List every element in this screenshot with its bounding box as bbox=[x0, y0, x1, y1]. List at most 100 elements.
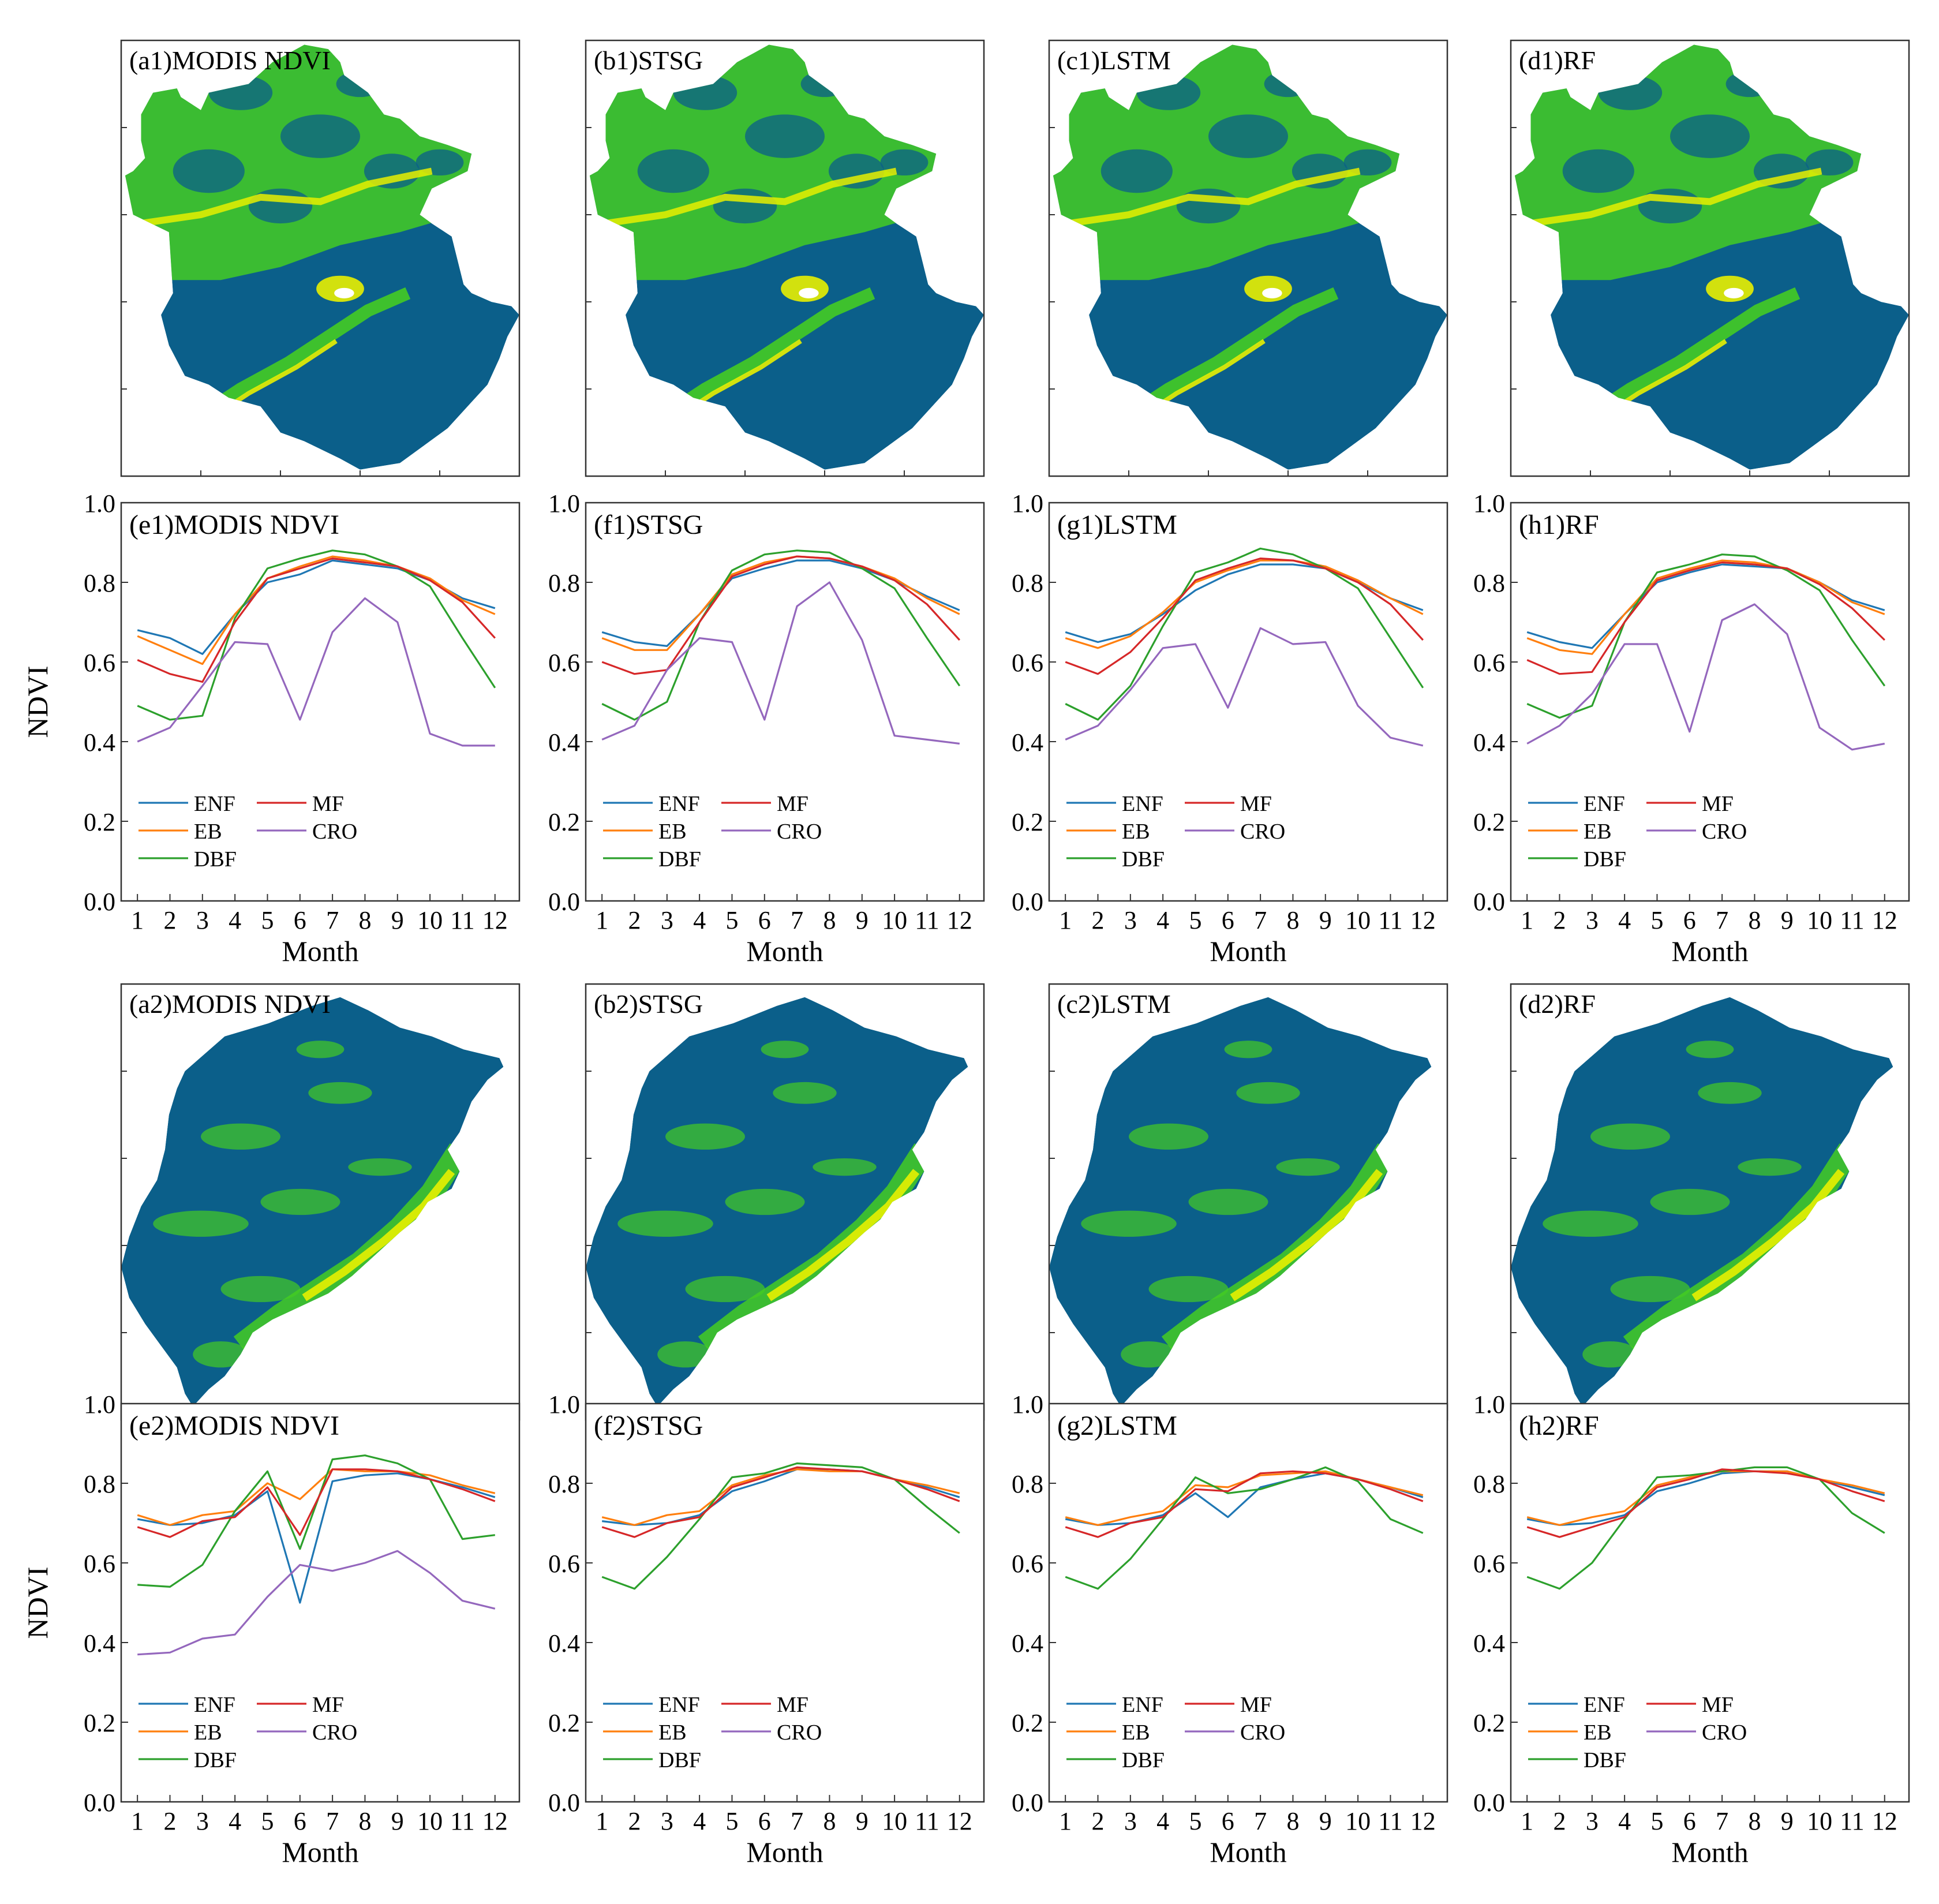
series-line-mf bbox=[1065, 557, 1424, 675]
legend-label: ENF bbox=[658, 1693, 700, 1717]
x-tick-label: 3 bbox=[661, 1807, 673, 1835]
plot-frame bbox=[120, 1402, 521, 1803]
x-tick-label: 1 bbox=[131, 906, 144, 934]
plot-frame bbox=[120, 502, 521, 902]
forest-patch bbox=[1562, 149, 1634, 193]
vegetation-patch bbox=[665, 1123, 745, 1150]
map-region bbox=[1049, 997, 1432, 1407]
y-tick-label: 0.8 bbox=[84, 1470, 115, 1498]
legend-label: ENF bbox=[1122, 792, 1163, 816]
x-tick-label: 10 bbox=[1807, 906, 1832, 934]
x-tick-label: 1 bbox=[1059, 1807, 1072, 1835]
x-tick-label: 9 bbox=[1781, 1807, 1794, 1835]
map-title: (a1)MODIS NDVI bbox=[129, 46, 331, 75]
vegetation-patch bbox=[1224, 1041, 1272, 1058]
vegetation-patch bbox=[1543, 1210, 1638, 1237]
y-tick-label: 0.6 bbox=[1473, 1550, 1505, 1578]
y-tick-label: 1.0 bbox=[548, 1390, 580, 1419]
x-tick-label: 5 bbox=[261, 1807, 274, 1835]
vegetation-patch bbox=[348, 1158, 412, 1176]
series-line-mf bbox=[137, 1468, 496, 1538]
y-tick-label: 0.6 bbox=[1473, 649, 1505, 677]
vegetation-patch bbox=[260, 1188, 340, 1215]
y-tick-label: 0.2 bbox=[1012, 808, 1043, 836]
lake-patch bbox=[1262, 287, 1282, 298]
x-tick-label: 9 bbox=[1319, 906, 1332, 934]
map-frame bbox=[585, 39, 985, 477]
vegetation-patch bbox=[1188, 1188, 1268, 1215]
map-panel: (d2)RF bbox=[1510, 983, 1910, 1421]
x-tick-label: 3 bbox=[1586, 906, 1599, 934]
x-tick-label: 7 bbox=[1254, 906, 1267, 934]
vegetation-patch bbox=[657, 1341, 713, 1368]
y-tick-label: 0.6 bbox=[84, 649, 115, 677]
x-tick-label: 5 bbox=[1650, 1807, 1663, 1835]
y-tick-label: 0.0 bbox=[84, 888, 115, 916]
x-tick-label: 8 bbox=[1748, 1807, 1761, 1835]
legend-label: DBF bbox=[194, 847, 237, 871]
y-tick-label: 0.4 bbox=[1012, 728, 1043, 757]
x-tick-label: 8 bbox=[823, 1807, 836, 1835]
legend-label: MF bbox=[312, 792, 344, 816]
x-tick-label: 7 bbox=[791, 1807, 803, 1835]
legend-label: MF bbox=[1240, 1693, 1272, 1717]
x-tick-label: 6 bbox=[1683, 1807, 1696, 1835]
series-line-eb bbox=[1526, 559, 1885, 655]
x-tick-label: 3 bbox=[1586, 1807, 1599, 1835]
map-title: (b1)STSG bbox=[594, 46, 703, 75]
series-line-cro bbox=[601, 581, 960, 745]
x-tick-label: 2 bbox=[1553, 906, 1566, 934]
map-frame bbox=[1048, 39, 1448, 477]
x-tick-label: 7 bbox=[1716, 1807, 1728, 1835]
y-tick-label: 0.0 bbox=[548, 1789, 580, 1817]
x-tick-label: 1 bbox=[1521, 906, 1533, 934]
coastal-band bbox=[1230, 1169, 1383, 1301]
legend-label: ENF bbox=[1584, 1693, 1625, 1717]
x-tick-label: 8 bbox=[1748, 906, 1761, 934]
vegetation-patch bbox=[1129, 1123, 1208, 1150]
x-tick-label: 3 bbox=[1124, 906, 1137, 934]
river-band bbox=[1586, 287, 1800, 421]
x-tick-label: 11 bbox=[450, 1807, 474, 1835]
map-panel: (a2)MODIS NDVI bbox=[120, 983, 521, 1421]
x-tick-label: 4 bbox=[1618, 1807, 1631, 1835]
y-tick-label: 0.4 bbox=[84, 728, 115, 757]
plot-frame bbox=[585, 1402, 985, 1803]
vegetation-patch bbox=[1121, 1341, 1177, 1368]
x-tick-label: 4 bbox=[229, 906, 241, 934]
forest-patch bbox=[1670, 114, 1750, 158]
legend-label: CRO bbox=[1240, 820, 1285, 844]
map-panel: (c2)LSTM bbox=[1048, 983, 1448, 1421]
x-tick-label: 7 bbox=[791, 906, 803, 934]
legend-label: CRO bbox=[1240, 1720, 1285, 1745]
x-tick-label: 10 bbox=[1345, 906, 1371, 934]
y-tick-label: 0.2 bbox=[84, 808, 115, 836]
x-axis-label: Month bbox=[746, 1836, 823, 1868]
chart-panel: 0.00.20.40.60.81.01 2 3 4 5 6 7 8 9 10 11 12Month(f… bbox=[548, 489, 985, 967]
map-panel: (c1)LSTM bbox=[1048, 39, 1448, 477]
panel-title: (h1)RF bbox=[1519, 510, 1599, 540]
map-frame bbox=[120, 39, 521, 477]
river-band bbox=[140, 167, 433, 227]
x-tick-label: 7 bbox=[1716, 906, 1728, 934]
vegetation-patch bbox=[1081, 1210, 1177, 1237]
vegetation-patch bbox=[308, 1082, 372, 1104]
y-tick-label: 0.4 bbox=[548, 1629, 580, 1658]
legend-label: EB bbox=[1122, 820, 1150, 844]
x-tick-label: 2 bbox=[628, 906, 641, 934]
series-line-dbf bbox=[1065, 547, 1424, 721]
panel-title: (f2)STSG bbox=[594, 1411, 703, 1441]
chart-panel: 0.00.20.40.60.81.01 2 3 4 5 6 7 8 9 10 11 12Month(f… bbox=[548, 1390, 985, 1868]
x-tick-label: 6 bbox=[758, 1807, 771, 1835]
x-axis-label: Month bbox=[1671, 1836, 1748, 1868]
legend-label: CRO bbox=[777, 1720, 822, 1745]
series-line-eb bbox=[1065, 559, 1424, 649]
x-tick-label: 2 bbox=[1091, 906, 1104, 934]
series-line-dbf bbox=[601, 549, 961, 721]
series-line-dbf bbox=[601, 1462, 960, 1590]
forest-patch bbox=[637, 149, 709, 193]
vegetation-patch bbox=[1276, 1158, 1340, 1176]
x-tick-label: 6 bbox=[758, 906, 771, 934]
vegetation-patch bbox=[1698, 1082, 1762, 1104]
y-tick-label: 1.0 bbox=[548, 489, 580, 518]
